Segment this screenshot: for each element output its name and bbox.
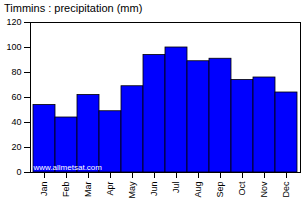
svg-text:Jul: Jul [171,182,181,194]
svg-text:Oct: Oct [237,181,247,196]
svg-text:60: 60 [11,92,21,102]
svg-text:Jan: Jan [39,182,49,197]
svg-text:Jun: Jun [149,182,159,197]
svg-text:Aug: Aug [193,182,203,198]
svg-text:80: 80 [11,67,21,77]
svg-text:Nov: Nov [259,181,269,198]
svg-text:40: 40 [11,117,21,127]
svg-text:Dec: Dec [281,181,291,198]
svg-text:100: 100 [6,42,21,52]
svg-text:www.allmetsat.com: www.allmetsat.com [33,163,103,172]
svg-text:May: May [127,181,137,199]
svg-text:Mar: Mar [83,181,93,197]
html-text:Timmins : precipitation (mm): Timmins : precipitation (mm) [4,2,143,14]
svg-text:Apr: Apr [105,182,115,196]
svg-text:Feb: Feb [61,182,71,198]
svg-text:120: 120 [6,17,21,27]
svg-text:0: 0 [16,167,21,177]
svg-text:20: 20 [11,142,21,152]
svg-text:Sep: Sep [215,182,225,198]
